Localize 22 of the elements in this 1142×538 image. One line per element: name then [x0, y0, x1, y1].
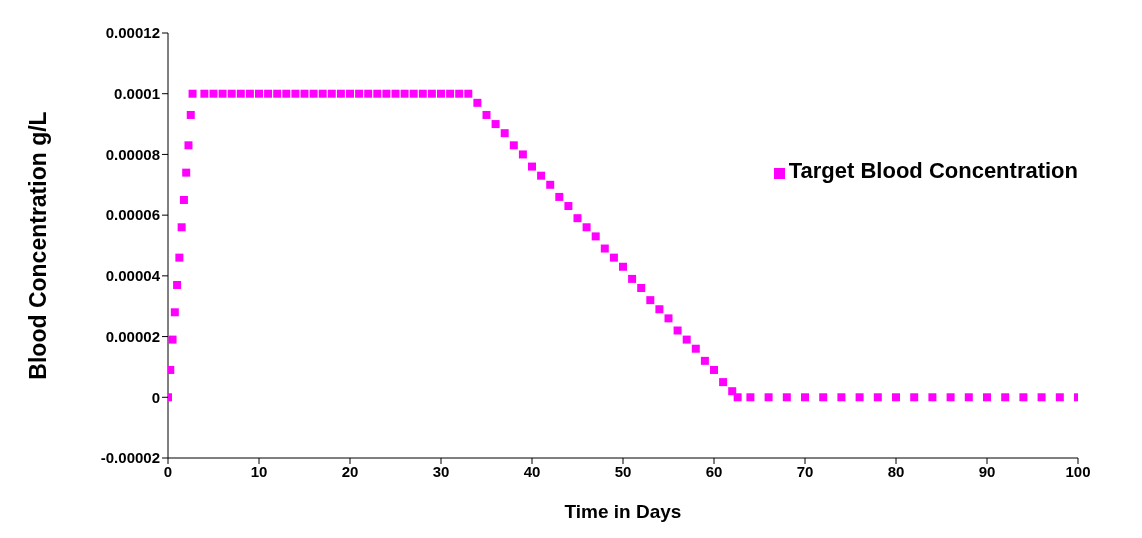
- legend-label: Target Blood Concentration: [788, 158, 1078, 183]
- x-tick-label: 80: [887, 462, 905, 480]
- x-tick-label: 10: [250, 462, 268, 480]
- y-tick-label: 0.00004: [105, 267, 161, 285]
- x-tick-label: 70: [796, 462, 814, 480]
- x-tick-label: 0: [163, 462, 173, 480]
- y-tick-label: -0.00002: [100, 449, 160, 467]
- x-tick-label: 60: [705, 462, 723, 480]
- x-tick-label: 50: [614, 462, 632, 480]
- y-tick-label: 0: [151, 388, 160, 406]
- y-tick-label: 0.00012: [105, 24, 160, 42]
- y-axis-title: Blood Concentration g/L: [25, 111, 52, 380]
- x-tick-label: 20: [341, 462, 359, 480]
- x-tick-label: 40: [523, 462, 541, 480]
- y-tick-label: 0.00006: [105, 206, 160, 224]
- x-tick-label: 90: [978, 462, 996, 480]
- y-tick-label: 0.0001: [114, 85, 160, 103]
- y-tick-label: 0.00002: [105, 327, 160, 345]
- x-tick-label: 30: [432, 462, 450, 480]
- x-tick-label: 100: [1065, 462, 1091, 480]
- y-tick-label: 0.00008: [105, 145, 160, 163]
- x-axis-title: Time in Days: [564, 501, 682, 522]
